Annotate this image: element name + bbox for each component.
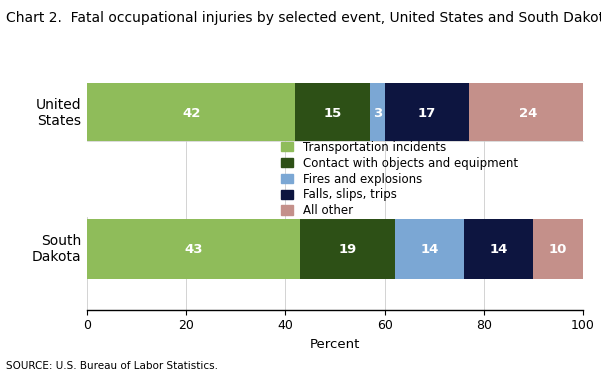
Text: 14: 14 <box>420 243 439 256</box>
Bar <box>87 219 300 279</box>
Text: 15: 15 <box>323 107 342 120</box>
Bar <box>300 219 395 279</box>
Text: 3: 3 <box>373 107 382 120</box>
Bar <box>534 219 583 279</box>
Text: 19: 19 <box>338 243 356 256</box>
Text: SOURCE: U.S. Bureau of Labor Statistics.: SOURCE: U.S. Bureau of Labor Statistics. <box>6 361 218 371</box>
Text: 43: 43 <box>185 243 203 256</box>
Bar <box>469 83 588 144</box>
Text: 24: 24 <box>519 107 538 120</box>
Bar <box>370 83 385 144</box>
Legend: Transportation incidents, Contact with objects and equipment, Fires and explosio: Transportation incidents, Contact with o… <box>281 141 518 217</box>
Text: 42: 42 <box>182 107 201 120</box>
Bar <box>87 83 296 144</box>
Text: Chart 2.  Fatal occupational injuries by selected event, United States and South: Chart 2. Fatal occupational injuries by … <box>6 11 601 25</box>
Text: 10: 10 <box>549 243 567 256</box>
Bar <box>395 219 464 279</box>
Bar <box>385 83 469 144</box>
X-axis label: Percent: Percent <box>310 338 360 351</box>
Text: 14: 14 <box>489 243 508 256</box>
Bar <box>464 219 534 279</box>
Bar <box>296 83 370 144</box>
Text: 17: 17 <box>418 107 436 120</box>
